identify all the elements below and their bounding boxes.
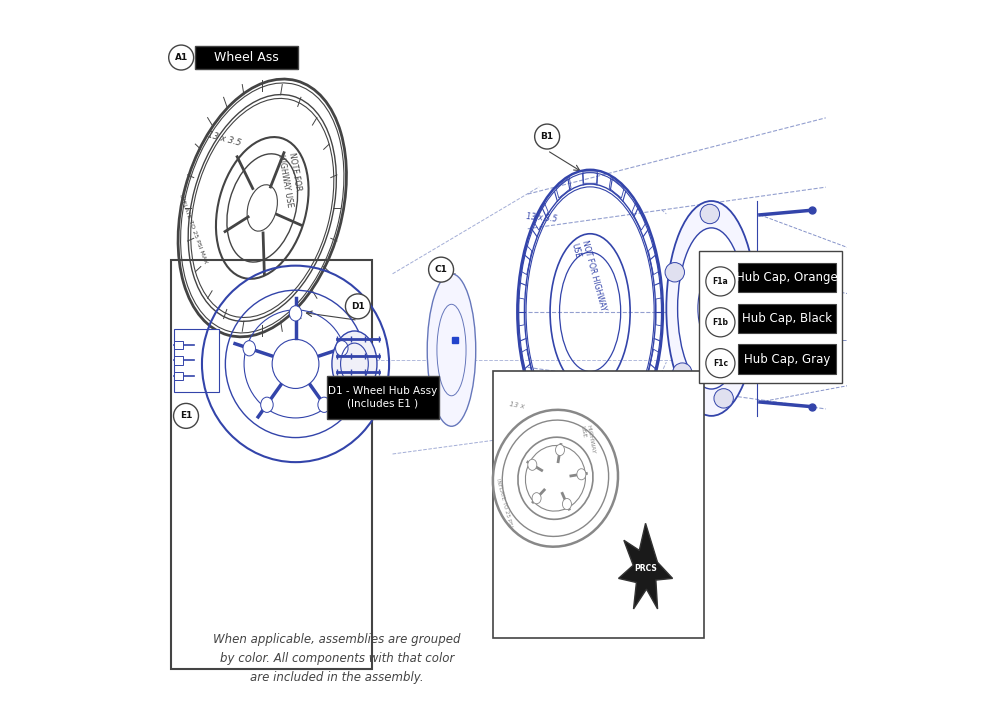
- Circle shape: [714, 389, 733, 408]
- FancyBboxPatch shape: [174, 329, 219, 392]
- Ellipse shape: [532, 493, 541, 504]
- Circle shape: [700, 204, 720, 223]
- Circle shape: [535, 124, 560, 149]
- Ellipse shape: [562, 498, 571, 510]
- Text: HIGHWAY
USE: HIGHWAY USE: [580, 425, 595, 456]
- Ellipse shape: [332, 331, 377, 397]
- Circle shape: [429, 257, 454, 282]
- Text: INFLATE TO 25 PSI MAX: INFLATE TO 25 PSI MAX: [178, 194, 208, 264]
- FancyBboxPatch shape: [327, 375, 439, 419]
- Text: PRCS: PRCS: [634, 564, 657, 573]
- FancyBboxPatch shape: [174, 371, 183, 380]
- Ellipse shape: [555, 445, 565, 455]
- Text: Hub Cap, Black: Hub Cap, Black: [742, 312, 832, 325]
- Text: 13 x 3.5: 13 x 3.5: [206, 130, 242, 148]
- Ellipse shape: [289, 305, 302, 321]
- Circle shape: [174, 404, 198, 428]
- Circle shape: [706, 349, 735, 378]
- Text: D1 - Wheel Hub Assy
(Includes E1 ): D1 - Wheel Hub Assy (Includes E1 ): [328, 385, 437, 409]
- Text: B1: B1: [541, 132, 554, 141]
- FancyBboxPatch shape: [699, 251, 842, 383]
- Ellipse shape: [261, 397, 273, 412]
- Ellipse shape: [666, 201, 756, 416]
- Text: 13 x: 13 x: [509, 402, 525, 410]
- FancyBboxPatch shape: [174, 356, 183, 365]
- FancyBboxPatch shape: [493, 371, 704, 638]
- Text: D1: D1: [351, 302, 365, 311]
- Text: F1c: F1c: [713, 358, 728, 368]
- Ellipse shape: [678, 228, 745, 389]
- Polygon shape: [619, 523, 673, 609]
- FancyBboxPatch shape: [738, 263, 836, 292]
- Circle shape: [665, 262, 684, 282]
- FancyBboxPatch shape: [174, 341, 183, 349]
- Circle shape: [737, 256, 756, 275]
- Ellipse shape: [243, 341, 255, 356]
- Ellipse shape: [318, 397, 330, 412]
- Text: A1: A1: [175, 53, 188, 62]
- Circle shape: [345, 294, 370, 319]
- Text: INFLATE TO 25 PSI MAX 3.4 BAR: INFLATE TO 25 PSI MAX 3.4 BAR: [553, 408, 641, 421]
- Text: Wheel Ass: Wheel Ass: [214, 51, 279, 64]
- Text: C1: C1: [435, 265, 448, 274]
- Text: 13 x 3.5: 13 x 3.5: [526, 212, 557, 224]
- Text: E1: E1: [180, 411, 192, 421]
- Ellipse shape: [528, 460, 537, 470]
- Text: Hub Cap, Gray: Hub Cap, Gray: [744, 353, 830, 366]
- FancyBboxPatch shape: [738, 344, 836, 373]
- Text: Hub Cap, Orange: Hub Cap, Orange: [736, 271, 838, 284]
- Ellipse shape: [577, 469, 586, 480]
- Ellipse shape: [336, 341, 348, 356]
- Text: NOT FOR HIGHWAY
USE: NOT FOR HIGHWAY USE: [569, 240, 608, 315]
- Text: When applicable, assemblies are grouped
by color. All components with that color: When applicable, assemblies are grouped …: [213, 633, 461, 684]
- FancyBboxPatch shape: [738, 303, 836, 333]
- Ellipse shape: [427, 274, 476, 426]
- Text: F1a: F1a: [713, 277, 728, 286]
- Text: INFLATE TO 25 PSI: INFLATE TO 25 PSI: [495, 478, 512, 528]
- Circle shape: [169, 45, 194, 70]
- FancyBboxPatch shape: [195, 46, 298, 69]
- Circle shape: [706, 308, 735, 337]
- Text: F1b: F1b: [712, 318, 728, 327]
- Circle shape: [706, 267, 735, 296]
- FancyBboxPatch shape: [171, 260, 372, 669]
- Circle shape: [673, 363, 692, 382]
- Text: NOTE FOR
HIGHWAY USE: NOTE FOR HIGHWAY USE: [276, 152, 305, 209]
